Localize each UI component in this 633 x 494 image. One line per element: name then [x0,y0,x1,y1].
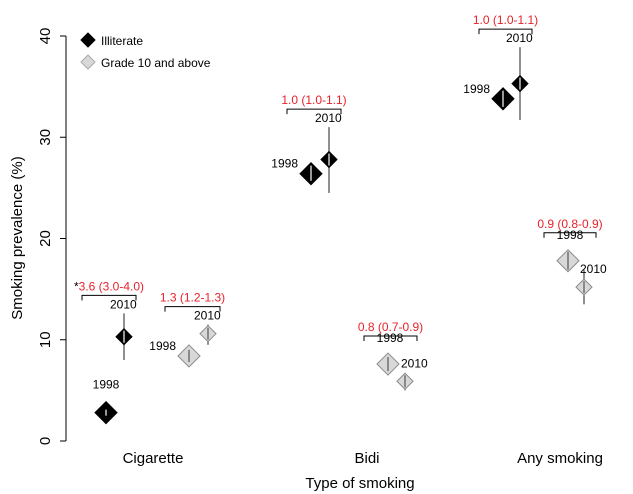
y-axis-label: Smoking prevalence (%) [9,156,26,319]
y-tick-label-30: 30 [37,129,54,146]
chart-marks: 1998 2010 *3.6 (3.0-4.0) 1998 2010 1.0 (1.0-1… [74,13,607,425]
ratio-label-grade10-cigarette: 1.3 (1.2-1.3) [160,291,225,305]
ratio-value: 1.3 (1.2-1.3) [160,291,225,305]
year-label-illiterate-bidi-2010: 2010 [315,111,342,125]
year-label-grade10-bidi-2010: 2010 [401,356,428,370]
ratio-value: 1.0 (1.0-1.1) [281,93,346,107]
year-label-grade10-any-smoking-1998: 1998 [557,228,584,242]
ratio-label-illiterate-bidi: 1.0 (1.0-1.1) [281,93,346,107]
bracket-grade10-cigarette [164,306,221,312]
legend-item-grade10: Grade 10 and above [80,54,211,70]
year-label-grade10-any-smoking-2010: 2010 [580,262,607,276]
bracket-grade10-bidi [363,335,418,342]
legend-label-illiterate: Illiterate [101,34,143,48]
ratio-label-illiterate-cigarette: *3.6 (3.0-4.0) [74,279,144,293]
legend: Illiterate Grade 10 and above [80,32,211,70]
ratio-label-grade10-bidi: 0.8 (0.7-0.9) [358,320,423,334]
year-label-illiterate-cigarette-1998: 1998 [93,378,120,392]
significance-star: * [74,279,79,293]
bracket-illiterate-any-smoking [478,28,533,35]
y-ticks: 0 10 20 30 40 [37,28,66,445]
y-tick-label-10: 10 [37,331,54,348]
year-label-illiterate-any-smoking-2010: 2010 [506,31,533,45]
y-tick-label-40: 40 [37,28,54,45]
x-category-label-cigarette: Cigarette [123,450,184,467]
x-categories: Cigarette Bidi Any smoking [123,450,603,467]
year-label-grade10-cigarette-1998: 1998 [149,339,176,353]
y-tick-label-0: 0 [37,437,54,445]
ratio-value: 0.8 (0.7-0.9) [358,320,423,334]
y-tick-label-20: 20 [37,230,54,247]
year-label-illiterate-any-smoking-1998: 1998 [463,82,490,96]
bracket-illiterate-bidi [286,108,342,115]
bracket-illiterate-cigarette [81,294,137,301]
ratio-value: 1.0 (1.0-1.1) [473,13,538,27]
year-label-illiterate-bidi-1998: 1998 [271,157,298,171]
x-axis-label: Type of smoking [305,475,414,492]
ratio-label-illiterate-any-smoking: 1.0 (1.0-1.1) [473,13,538,27]
ratio-value: 0.9 (0.8-0.9) [537,217,602,231]
legend-label-grade10: Grade 10 and above [101,56,211,70]
year-label-illiterate-cigarette-2010: 2010 [110,297,137,311]
legend-marker-illiterate [80,32,96,48]
x-category-label-bidi: Bidi [354,450,379,467]
ratio-value: 3.6 (3.0-4.0) [79,279,144,293]
axes: Smoking prevalence (%) Type of smoking [9,36,415,492]
bracket-grade10-any-smoking [543,232,597,238]
x-category-label-any-smoking: Any smoking [517,450,603,467]
year-label-grade10-bidi-1998: 1998 [377,331,404,345]
legend-item-illiterate: Illiterate [80,32,143,48]
year-label-grade10-cigarette-2010: 2010 [194,309,221,323]
legend-marker-grade10 [80,54,96,70]
ratio-label-grade10-any-smoking: 0.9 (0.8-0.9) [537,217,602,231]
